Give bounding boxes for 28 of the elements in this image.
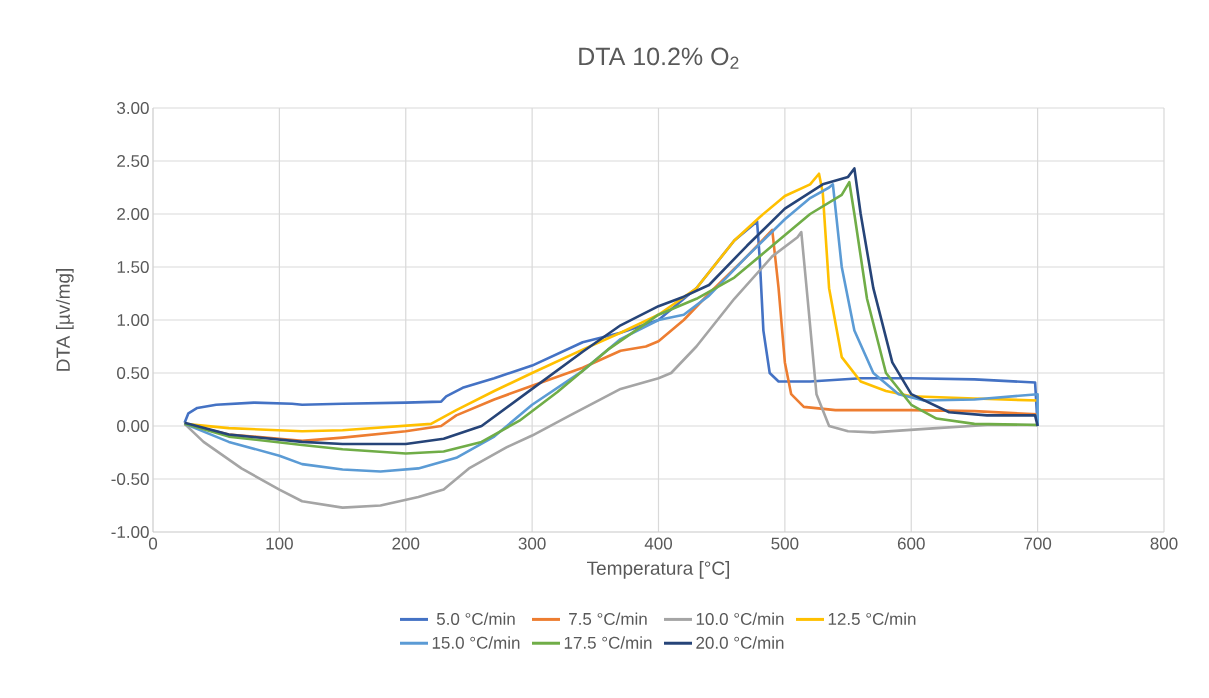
x-tick-label: 300 (518, 537, 546, 550)
y-tick-label: 0.50 (117, 366, 149, 380)
x-tick-label: 400 (644, 537, 673, 550)
y-axis-title: DTA [µv/mg] (55, 269, 74, 371)
y-tick-label: 2.50 (117, 154, 149, 168)
x-tick-label: 800 (1150, 537, 1178, 550)
legend-label: 10.0 °C/min (696, 612, 784, 625)
y-tick-label: 0.00 (117, 419, 149, 433)
y-tick-label: 3.00 (117, 101, 149, 115)
y-tick-label: 2.00 (117, 207, 149, 221)
legend-label: 20.0 °C/min (696, 636, 784, 649)
chart-title: DTA 10.2% O$_{2}$ (579, 47, 739, 69)
x-axis-title: Temperatura [°C] (587, 560, 730, 579)
legend-label: 12.5 °C/min (828, 612, 916, 625)
y-tick-label: -1.00 (111, 525, 149, 539)
x-tick-label: 500 (771, 537, 799, 550)
y-tick-label: 1.00 (117, 313, 149, 327)
x-tick-label: 700 (1024, 537, 1052, 550)
legend-label: 5.0 °C/min (436, 612, 515, 625)
legend-label: 17.5 °C/min (564, 636, 652, 649)
x-tick-label: 100 (266, 537, 293, 550)
x-tick-label: 200 (392, 537, 420, 550)
legend-label: 15.0 °C/min (432, 636, 520, 649)
legend-label: 7.5 °C/min (569, 612, 647, 625)
y-tick-label: -0.50 (111, 472, 149, 486)
x-tick-label: 0 (148, 537, 158, 550)
x-tick-label: 600 (897, 537, 925, 550)
y-tick-label: 1.50 (117, 260, 149, 274)
